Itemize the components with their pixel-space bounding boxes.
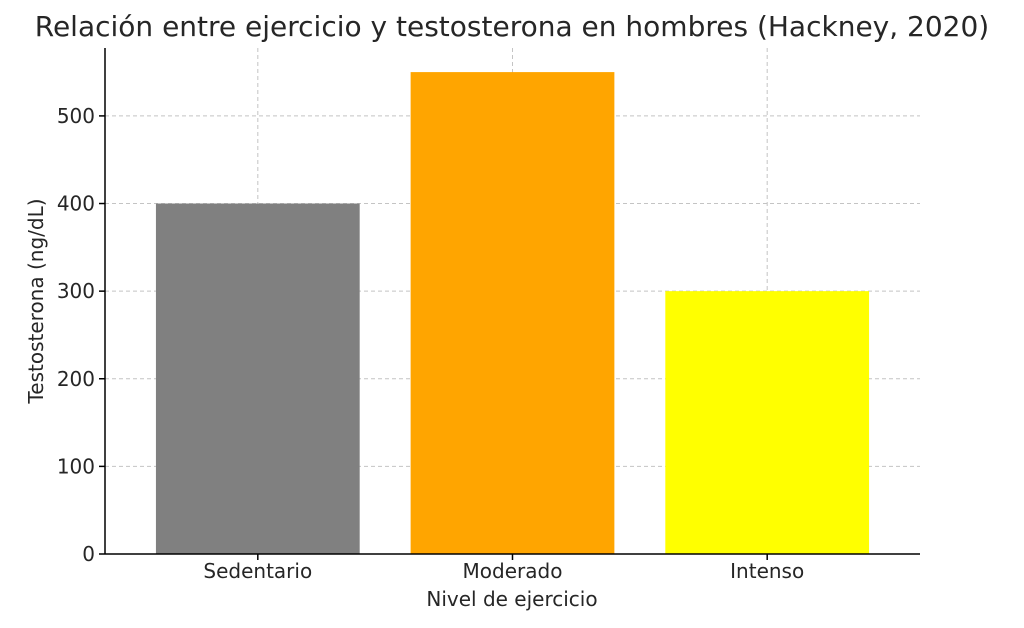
x-tick-label: Intenso bbox=[730, 559, 804, 583]
y-axis-label: Testosterona (ng/dL) bbox=[24, 198, 48, 404]
bar-intenso bbox=[665, 291, 870, 554]
y-tick-label: 100 bbox=[57, 454, 95, 478]
x-axis-label: Nivel de ejercicio bbox=[426, 587, 597, 611]
x-tick-label: Moderado bbox=[463, 559, 563, 583]
bar-sedentario bbox=[155, 203, 360, 554]
y-tick-label: 500 bbox=[57, 104, 95, 128]
axis-layer: 0 100 200 300 400 500 Sedentario Moderado Intens… bbox=[57, 48, 920, 583]
y-tick-label: 0 bbox=[82, 542, 95, 566]
chart-title: Relación entre ejercicio y testosterona … bbox=[35, 10, 989, 43]
bar-layer bbox=[155, 72, 870, 554]
y-tick-label: 300 bbox=[57, 279, 95, 303]
x-tick-label: Sedentario bbox=[203, 559, 312, 583]
y-tick-label: 200 bbox=[57, 367, 95, 391]
y-tick-label: 400 bbox=[57, 192, 95, 216]
bar-moderado bbox=[410, 72, 615, 554]
